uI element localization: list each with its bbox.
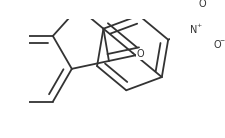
Text: O: O: [137, 49, 144, 59]
Text: O: O: [198, 0, 206, 9]
Text: −: −: [219, 37, 225, 42]
Text: N: N: [190, 25, 198, 35]
Text: +: +: [196, 23, 201, 28]
Text: O: O: [213, 40, 221, 50]
